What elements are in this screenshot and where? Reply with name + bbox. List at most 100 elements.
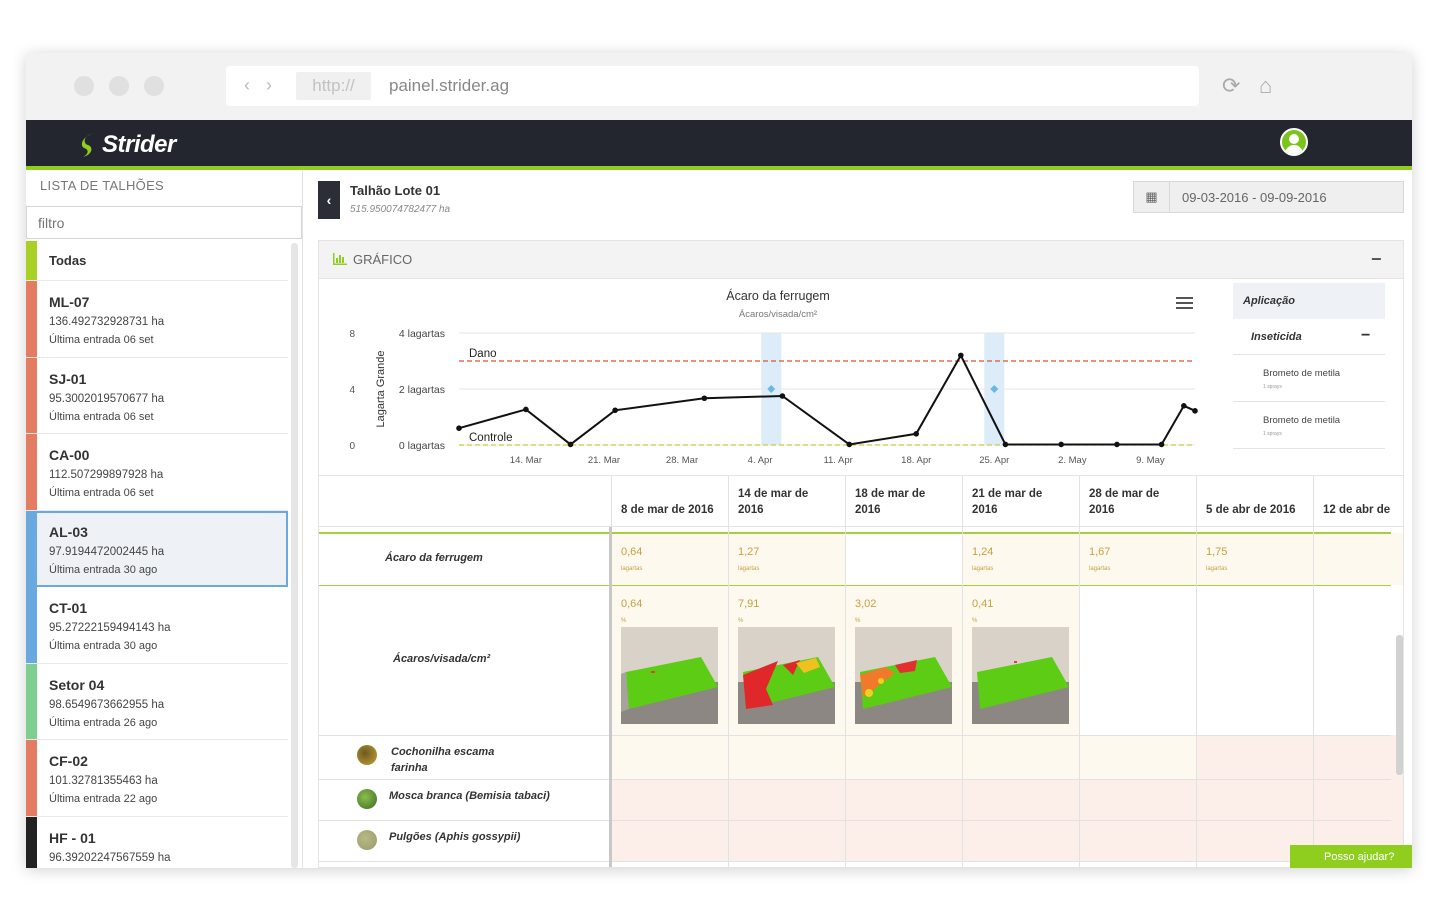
table-cell[interactable] <box>1196 533 1313 585</box>
sidebar-item[interactable]: CF-02 101.32781355463 ha Última entrada 22… <box>26 740 288 817</box>
application-item[interactable]: Brometo de metila 1 sprays <box>1233 355 1385 402</box>
chart-title: Ácaro da ferrugem <box>726 289 830 303</box>
application-marker <box>767 385 776 393</box>
back-button[interactable]: ‹ <box>318 181 340 219</box>
heatmap-thumbnail[interactable] <box>972 627 1069 724</box>
sidebar-item[interactable]: HF - 01 96.39202247567559 ha <box>26 816 288 868</box>
chart-menu-icon[interactable] <box>1176 297 1193 311</box>
group-collapse-icon[interactable]: − <box>1361 327 1371 344</box>
table-cell[interactable] <box>1079 779 1196 820</box>
row-label: Mosca branca (Bemisia tabaci) <box>389 790 550 802</box>
field-area: 97.9194472002445 ha <box>49 545 165 558</box>
table-cell[interactable] <box>1313 533 1403 585</box>
data-point <box>612 407 618 414</box>
row-highlight-top <box>319 532 1391 534</box>
column-header[interactable]: 18 de mar de 2016 <box>855 488 926 516</box>
sidebar-item[interactable]: AL-03 97.9194472002445 ha Última entrada 3… <box>26 510 288 587</box>
column-header[interactable]: 21 de mar de 2016 <box>972 488 1043 516</box>
field-name: CA-00 <box>49 447 90 463</box>
table-cell[interactable] <box>1313 585 1403 735</box>
table-cell[interactable] <box>1196 585 1313 735</box>
y-tick-right: 4 lagartas <box>399 328 445 340</box>
cell-value: 0,41 <box>972 598 994 610</box>
table-cell[interactable] <box>962 735 1079 779</box>
table-cell[interactable] <box>611 779 728 820</box>
pest-thumbnail-icon <box>357 830 377 850</box>
column-header[interactable]: 12 de abr de <box>1323 504 1391 516</box>
back-arrow-icon[interactable]: ‹ <box>244 75 250 95</box>
table-cell[interactable] <box>728 735 845 779</box>
sidebar-item[interactable]: CA-00 112.507299897928 ha Última entrada 0… <box>26 434 288 511</box>
sidebar-item[interactable]: SJ-01 95.3002019570677 ha Última entrada 0… <box>26 357 288 434</box>
application-group[interactable]: Inseticida − <box>1233 319 1385 355</box>
table-cell[interactable] <box>845 735 962 779</box>
table-cell[interactable] <box>962 779 1079 820</box>
cell-unit: % <box>972 618 978 624</box>
user-avatar[interactable] <box>1280 128 1308 156</box>
address-bar[interactable]: ‹ › http:// painel.strider.ag <box>226 66 1199 106</box>
table-cell[interactable] <box>1313 779 1403 820</box>
column-header[interactable]: 28 de mar de 2016 <box>1089 488 1160 516</box>
sidebar-item[interactable]: CT-01 95.27222159494143 ha Última entrada … <box>26 587 288 664</box>
window-minimize-dot[interactable] <box>109 76 129 96</box>
cell-value: 3,02 <box>855 598 877 610</box>
url-text[interactable]: painel.strider.ag <box>389 76 510 95</box>
table-cell[interactable] <box>1196 735 1313 779</box>
column-header[interactable]: 5 de abr de 2016 <box>1206 504 1296 516</box>
heatmap-thumbnail[interactable] <box>738 627 835 724</box>
table-cell[interactable] <box>1079 820 1196 861</box>
table-cell[interactable] <box>611 820 728 861</box>
pest-thumbnail-icon <box>357 745 377 765</box>
heatmap-image <box>738 627 835 724</box>
column-divider <box>1196 475 1197 867</box>
status-color-bar <box>26 740 37 816</box>
table-cell[interactable] <box>1196 779 1313 820</box>
table-cell[interactable] <box>962 820 1079 861</box>
data-point <box>1192 408 1198 414</box>
row-label: Pulgões (Aphis gossypii) <box>389 831 521 843</box>
sidebar-scrollbar[interactable] <box>291 243 298 868</box>
table-cell[interactable] <box>611 533 728 585</box>
table-cell[interactable] <box>845 820 962 861</box>
sidebar-title: LISTA DE TALHÕES <box>40 178 165 193</box>
table-cell[interactable] <box>1079 585 1196 735</box>
table-cell[interactable] <box>845 533 962 585</box>
table-cell[interactable] <box>845 779 962 820</box>
window-close-dot[interactable] <box>74 76 94 96</box>
heatmap-thumbnail[interactable] <box>855 627 952 724</box>
table-cell[interactable] <box>611 735 728 779</box>
column-header[interactable]: 14 de mar de 2016 <box>738 488 809 516</box>
table-cell[interactable] <box>1079 735 1196 779</box>
table-cell[interactable] <box>962 533 1079 585</box>
strider-logo[interactable]: Strider <box>80 131 176 159</box>
home-icon[interactable]: ⌂ <box>1259 73 1273 98</box>
panel-title: GRÁFICO <box>353 252 413 267</box>
help-button[interactable]: Posso ajudar? <box>1290 845 1412 868</box>
table-cell[interactable] <box>728 779 845 820</box>
sidebar-item[interactable]: Todas <box>26 241 288 281</box>
table-cell[interactable] <box>728 533 845 585</box>
column-divider <box>1313 475 1314 867</box>
reload-icon[interactable]: ⟳ <box>1222 73 1241 98</box>
collapse-icon[interactable]: − <box>1371 249 1382 269</box>
forward-arrow-icon[interactable]: › <box>266 75 272 95</box>
date-range-picker[interactable]: ▦ 09-03-2016 - 09-09-2016 <box>1133 181 1404 213</box>
calendar-icon[interactable]: ▦ <box>1134 182 1170 212</box>
sidebar-item[interactable]: ML-07 136.492732928731 ha Última entrada 0… <box>26 281 288 358</box>
table-cell[interactable] <box>1313 735 1403 779</box>
heatmap-thumbnail[interactable] <box>621 627 718 724</box>
header-accent-stripe <box>26 166 1412 170</box>
table-cell[interactable] <box>728 820 845 861</box>
filter-input[interactable] <box>26 206 302 239</box>
table-cell[interactable] <box>1079 533 1196 585</box>
x-tick: 11. Apr <box>823 455 852 466</box>
window-maximize-dot[interactable] <box>144 76 164 96</box>
application-item[interactable]: Brometo de metila 1 sprays <box>1233 402 1385 449</box>
column-header[interactable]: 8 de mar de 2016 <box>621 504 714 516</box>
data-point <box>846 441 853 448</box>
table-scrollbar[interactable] <box>1396 635 1403 775</box>
cell-unit: lagartas <box>972 566 994 572</box>
field-name: Todas <box>49 253 87 268</box>
sidebar-item[interactable]: Setor 04 98.6549673662955 ha Última entrad… <box>26 663 288 740</box>
applications-title: Aplicação <box>1233 283 1385 319</box>
